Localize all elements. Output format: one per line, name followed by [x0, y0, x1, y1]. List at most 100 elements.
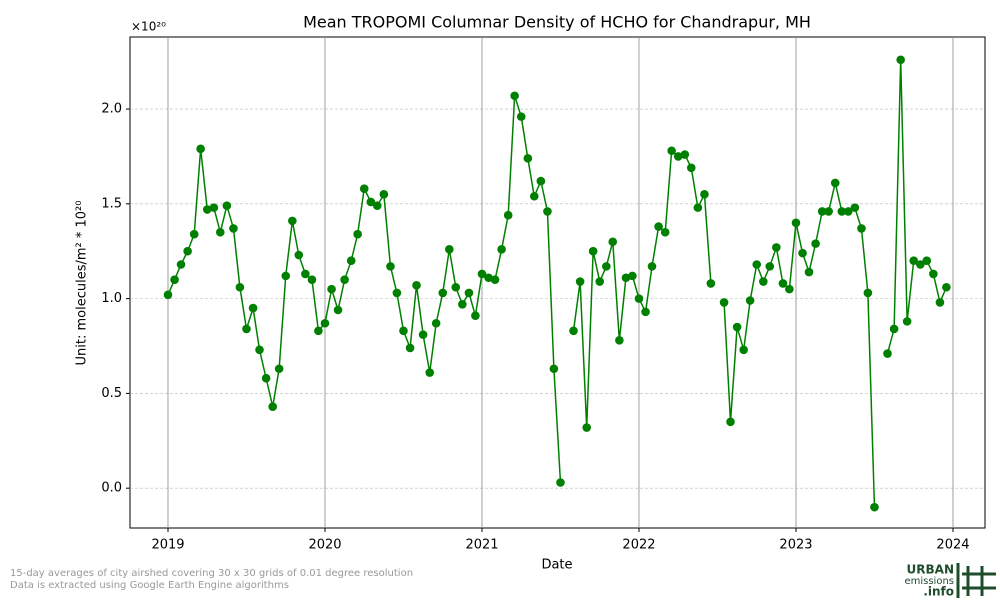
data-point — [176, 260, 186, 269]
data-point — [366, 197, 376, 207]
data-line — [167, 59, 948, 508]
data-point — [431, 318, 441, 328]
data-point — [412, 281, 421, 290]
data-point — [817, 207, 827, 216]
data-point — [602, 262, 611, 271]
data-point — [850, 203, 860, 212]
data-point — [353, 229, 362, 239]
data-point — [922, 256, 932, 265]
data-point — [706, 279, 716, 288]
data-point — [458, 300, 467, 309]
data-point — [759, 277, 768, 286]
data-point — [916, 260, 925, 269]
data-point — [804, 267, 814, 277]
data-point — [196, 144, 205, 154]
data-point — [314, 326, 323, 336]
logo-icon — [956, 563, 996, 598]
y-tick-label: 0.5 — [101, 386, 122, 401]
data-point — [425, 368, 435, 377]
data-point — [615, 336, 624, 345]
data-point — [392, 288, 402, 298]
data-point — [667, 146, 676, 156]
data-point — [255, 345, 264, 355]
data-point — [274, 364, 284, 374]
data-point — [288, 216, 297, 226]
data-point — [935, 298, 945, 307]
data-point — [445, 245, 454, 254]
data-point — [261, 373, 271, 383]
data-point — [732, 322, 742, 332]
y-tick-label: 2.0 — [101, 102, 122, 117]
data-point — [418, 330, 428, 339]
data-point — [628, 271, 637, 281]
data-point — [700, 190, 709, 199]
data-point — [870, 502, 879, 512]
plot-frame — [129, 36, 986, 529]
data-point — [843, 207, 853, 216]
data-point — [281, 271, 291, 281]
data-point — [405, 343, 415, 353]
data-point — [503, 210, 513, 220]
data-point — [327, 284, 336, 294]
data-point — [588, 246, 598, 256]
data-point — [739, 345, 748, 355]
data-point — [896, 55, 905, 65]
data-point — [471, 311, 480, 320]
logo-text: URBAN — [907, 563, 954, 577]
data-point — [451, 282, 461, 292]
data-point — [830, 178, 840, 188]
x-tick-label: 2022 — [622, 538, 655, 553]
data-point — [307, 275, 317, 284]
data-point — [745, 296, 755, 305]
y-axis-label: Unit: molecules/m² * 10²⁰ — [75, 201, 90, 366]
data-point — [595, 277, 605, 286]
data-point — [889, 324, 899, 334]
data-point — [582, 423, 592, 432]
data-point — [556, 478, 565, 487]
x-axis-label: Date — [541, 558, 572, 573]
data-point — [248, 303, 258, 313]
footnote: 15-day averages of city airshed covering… — [10, 568, 413, 579]
data-point — [235, 282, 245, 292]
y-tick-label: 1.5 — [101, 196, 122, 211]
logo-text: .info — [923, 585, 954, 599]
data-point — [333, 305, 343, 315]
data-point — [798, 248, 807, 258]
data-point — [660, 227, 670, 237]
data-point — [824, 207, 833, 216]
data-point — [811, 239, 820, 248]
data-point — [942, 282, 951, 292]
data-point — [634, 294, 644, 303]
data-point — [497, 245, 506, 254]
data-point — [857, 224, 866, 233]
data-point — [209, 203, 219, 212]
footnote: Data is extracted using Google Earth Eng… — [10, 580, 289, 591]
x-tick-label: 2024 — [936, 538, 969, 553]
data-point — [654, 222, 663, 231]
x-tick-label: 2019 — [151, 538, 184, 553]
data-point — [399, 326, 408, 336]
x-tick-label: 2020 — [308, 538, 341, 553]
data-point — [189, 229, 199, 239]
data-point — [229, 224, 238, 233]
data-point — [673, 152, 683, 161]
data-point — [693, 203, 703, 212]
chart-title: Mean TROPOMI Columnar Density of HCHO fo… — [303, 13, 811, 32]
data-point — [569, 326, 578, 336]
data-point — [510, 91, 519, 101]
data-point — [242, 324, 251, 334]
data-point — [464, 288, 474, 298]
data-point — [778, 279, 788, 288]
data-point — [346, 256, 356, 265]
data-point — [543, 207, 552, 216]
data-point — [686, 163, 696, 173]
y-tick-label: 1.0 — [101, 291, 122, 306]
data-point — [170, 275, 179, 284]
data-point — [523, 154, 533, 163]
data-point — [516, 112, 526, 121]
data-point — [320, 318, 330, 328]
data-point — [372, 201, 382, 211]
data-point — [477, 269, 487, 279]
